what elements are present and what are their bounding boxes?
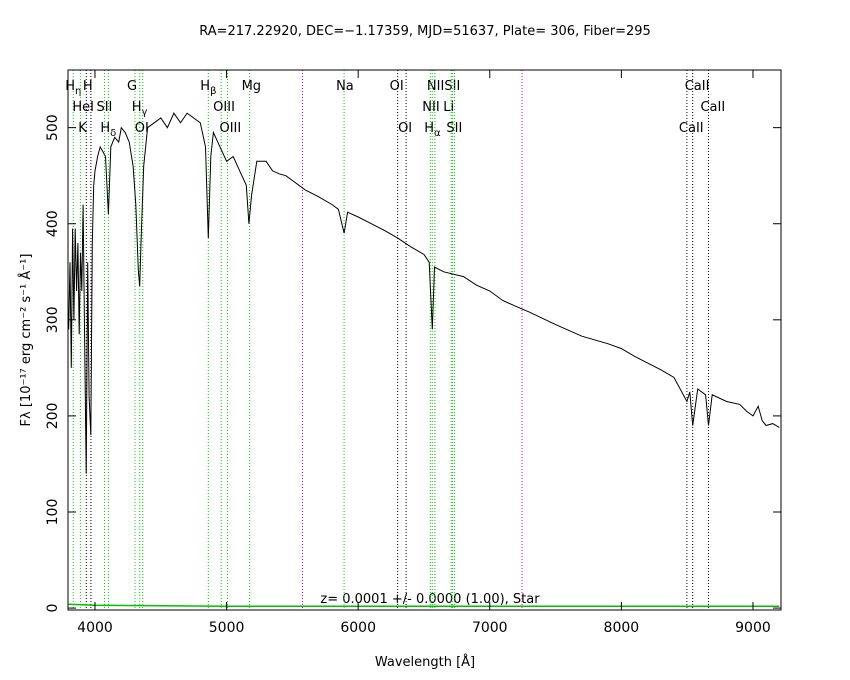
label-main: NII [427, 79, 444, 94]
label-sub: δ [110, 128, 116, 139]
spectral-line-label: OI [390, 79, 404, 94]
spectral-line-label: K [78, 121, 87, 136]
spectral-line-label: Hγ [132, 100, 148, 118]
spectral-line-label: NII [427, 79, 444, 94]
label-main: K [78, 121, 87, 136]
spectral-line-label: SII [444, 79, 460, 94]
x-tick-label: 9000 [735, 620, 771, 636]
y-tick-label: 300 [45, 306, 61, 333]
x-tick-label: 4000 [77, 620, 113, 636]
label-main: CaII [685, 79, 710, 94]
spectral-line-label: NII [422, 100, 439, 115]
spectral-line-label: Hα [424, 121, 441, 139]
label-main: CaII [700, 100, 725, 115]
y-axis-label: Fλ [10⁻¹⁷ erg cm⁻² s⁻¹ Å⁻¹] [18, 254, 34, 427]
label-sub: γ [142, 107, 148, 118]
label-main: OI [398, 121, 412, 136]
label-main: Li [443, 100, 454, 115]
label-sub: β [210, 86, 216, 97]
spectral-line-label: Li [443, 100, 454, 115]
spectral-line-label: G [127, 79, 137, 94]
label-main: H [200, 79, 210, 94]
label-main: OI [390, 79, 404, 94]
x-tick-label: 6000 [340, 620, 376, 636]
label-main: H [65, 79, 75, 94]
label-sub: η [75, 86, 81, 97]
label-sub: α [434, 128, 441, 139]
spectral-line-label: CaII [679, 121, 704, 136]
label-main: G [127, 79, 137, 94]
spectral-line-label: HeI [72, 100, 94, 115]
spectral-line-label: OI [398, 121, 412, 136]
label-main: SII [96, 100, 112, 115]
series-line [68, 112, 780, 474]
label-main: OIII [219, 121, 241, 136]
label-main: OIII [213, 100, 235, 115]
x-axis-label: Wavelength [Å] [375, 654, 475, 670]
chart-title: RA=217.22920, DEC=−1.17359, MJD=51637, P… [199, 24, 651, 39]
y-tick-label: 0 [45, 604, 61, 613]
spectral-line-label: Hδ [100, 121, 116, 139]
label-main: SII [444, 79, 460, 94]
y-tick-label: 400 [45, 210, 61, 237]
spectral-line-label: H [83, 79, 93, 94]
label-main: HeI [72, 100, 94, 115]
spectral-line-label: Mg [242, 79, 261, 94]
label-main: Mg [242, 79, 261, 94]
y-tick-label: 100 [45, 499, 61, 526]
x-tick-label: 7000 [472, 620, 508, 636]
label-main: CaII [679, 121, 704, 136]
label-main: H [83, 79, 93, 94]
series-line [68, 603, 780, 607]
label-main: H [424, 121, 434, 136]
spectral-line-label: Hη [65, 79, 81, 97]
spectral-line-label: Hβ [200, 79, 216, 97]
spectral-line-label: Na [336, 79, 354, 94]
label-main: Na [336, 79, 354, 94]
spectral-line-label: OIII [219, 121, 241, 136]
spectral-line-label: CaII [685, 79, 710, 94]
label-main: NII [422, 100, 439, 115]
label-main: SII [446, 121, 462, 136]
spectral-line-label: OI [135, 121, 149, 136]
y-tick-label: 200 [45, 403, 61, 430]
label-main: H [100, 121, 110, 136]
x-tick-label: 5000 [209, 620, 245, 636]
spectral-line-label: SII [96, 100, 112, 115]
annotation: z= 0.0001 +/- 0.0000 (1.00), Star [320, 592, 540, 607]
y-tick-label: 500 [45, 114, 61, 141]
x-tick-label: 8000 [604, 620, 640, 636]
spectral-line-label: CaII [700, 100, 725, 115]
plot-frame [67, 69, 782, 611]
spectral-line-label: SII [446, 121, 462, 136]
spectral-line-label: OIII [213, 100, 235, 115]
label-main: H [132, 100, 142, 115]
label-main: OI [135, 121, 149, 136]
